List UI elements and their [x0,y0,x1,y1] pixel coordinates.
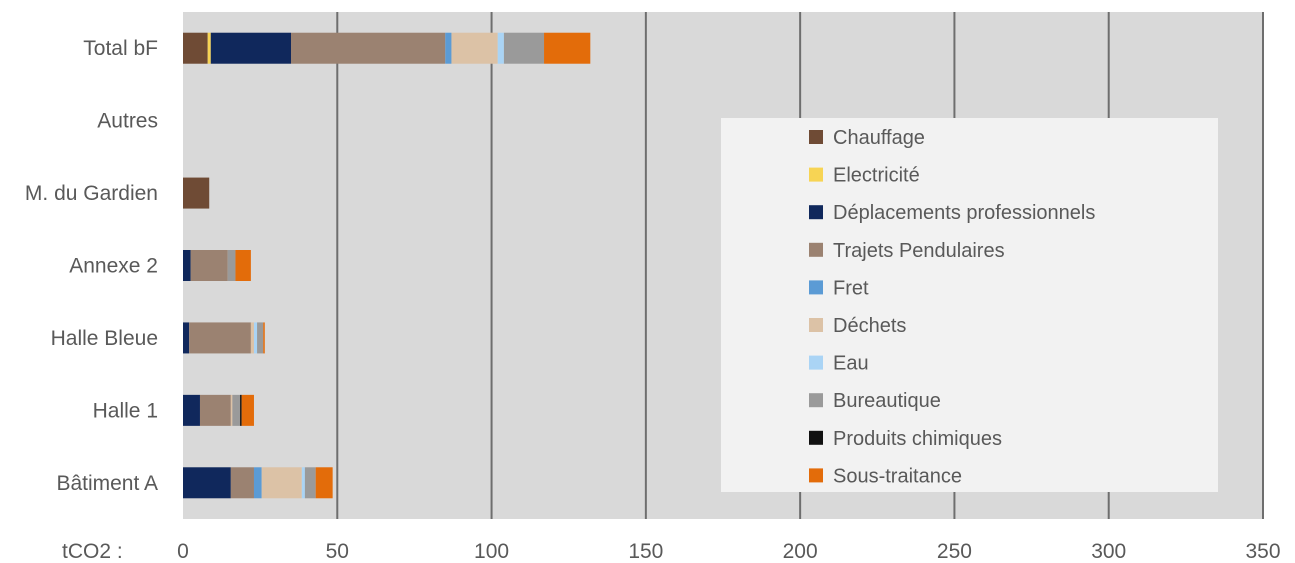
bar-halle-bleue-bureautique [257,322,264,354]
legend-swatch-chauffage [809,130,823,144]
x-tick-label-350: 350 [1245,540,1280,563]
legend-box [721,118,1218,492]
bar-batiment-a-eau [301,467,305,499]
category-label-halle-bleue: Halle Bleue [51,327,158,350]
bar-total-bf-sous-traitance [544,32,591,64]
bar-total-bf-eau [497,32,504,64]
legend-swatch-electricite [809,167,823,182]
legend-label-trajets-pendulaires: Trajets Pendulaires [833,240,1005,262]
bar-total-bf-fret [445,32,452,64]
bar-halle-bleue-trajets-pendulaires [189,322,251,354]
bar-halle-1-deplacements-professionnels [183,394,200,426]
legend-swatch-produits-chimiques [809,430,823,445]
bar-total-bf-dechets [451,32,498,64]
bar-batiment-a-sous-traitance [315,467,333,499]
legend-label-produits-chimiques: Produits chimiques [833,428,1002,450]
bar-halle-1-bureautique [232,394,241,426]
bar-annexe-2-bureautique [227,250,236,281]
legend-label-deplacements-professionnels: Déplacements professionnels [833,202,1095,224]
legend-swatch-deplacements-professionnels [809,205,823,220]
bar-halle-bleue-sous-traitance [263,322,265,354]
legend-swatch-sous-traitance [809,468,823,483]
bar-halle-1-dechets [230,394,233,426]
legend-swatch-bureautique [809,393,823,408]
bar-annexe-2-deplacements-professionnels [183,250,191,281]
x-axis-unit-label: tCO2 : [62,540,123,563]
x-tick-label-300: 300 [1091,540,1126,563]
bar-annexe-2-trajets-pendulaires [190,250,228,281]
legend-label-bureautique: Bureautique [833,390,941,412]
x-tick-label-100: 100 [474,540,509,563]
category-label-total-bf: Total bF [83,37,158,60]
bar-total-bf-deplacements-professionnels [210,32,291,64]
bar-halle-1-produits-chimiques [240,394,242,426]
bar-halle-bleue-deplacements-professionnels [183,322,190,354]
bar-stacks [183,32,591,499]
category-label-annexe-2: Annexe 2 [69,255,158,278]
legend-swatch-eau [809,355,823,370]
legend-label-sous-traitance: Sous-traitance [833,465,962,487]
legend-label-dechets: Déchets [833,315,906,337]
legend-label-fret: Fret [833,277,869,299]
bar-total-bf-electricite [207,32,211,64]
bar-total-bf-trajets-pendulaires [291,32,446,64]
x-tick-label-250: 250 [937,540,972,563]
legend: Chauffage Electricité Déplacements profess… [721,118,1218,492]
bar-total-bf-bureautique [503,32,545,64]
bar-batiment-a-bureautique [304,467,316,499]
legend-swatch-trajets-pendulaires [809,242,823,257]
x-axis-tick-labels: 0 50 100 150 200 250 300 350 [177,540,1280,563]
x-tick-label-0: 0 [177,540,189,563]
bar-total-bf-chauffage [183,32,208,64]
x-tick-label-200: 200 [783,540,818,563]
bar-halle-1-sous-traitance [241,394,254,426]
legend-swatch-dechets [809,318,823,332]
legend-label-eau: Eau [833,353,869,375]
bar-batiment-a-dechets [261,467,302,499]
x-tick-label-50: 50 [326,540,349,563]
x-tick-label-150: 150 [628,540,663,563]
category-label-autres: Autres [97,110,158,133]
category-label-m-du-gardien: M. du Gardien [25,182,158,205]
legend-label-chauffage: Chauffage [833,127,925,149]
category-labels: Total bF Autres M. du Gardien Annexe 2 Halle… [25,37,158,495]
category-label-halle-1: Halle 1 [93,399,158,422]
bar-m-du-gardien-chauffage [183,177,210,209]
bar-batiment-a-deplacements-professionnels [183,467,231,499]
legend-label-electricite: Electricité [833,165,920,187]
bar-annexe-2-sous-traitance [235,250,251,281]
legend-swatch-fret [809,280,823,295]
bar-halle-bleue-dechets [250,322,254,354]
bar-batiment-a-trajets-pendulaires [230,467,254,499]
bar-halle-1-trajets-pendulaires [199,394,231,426]
category-label-batiment-a: Bâtiment A [56,472,158,495]
bar-halle-bleue-eau [253,322,258,354]
bar-batiment-a-fret [253,467,262,499]
